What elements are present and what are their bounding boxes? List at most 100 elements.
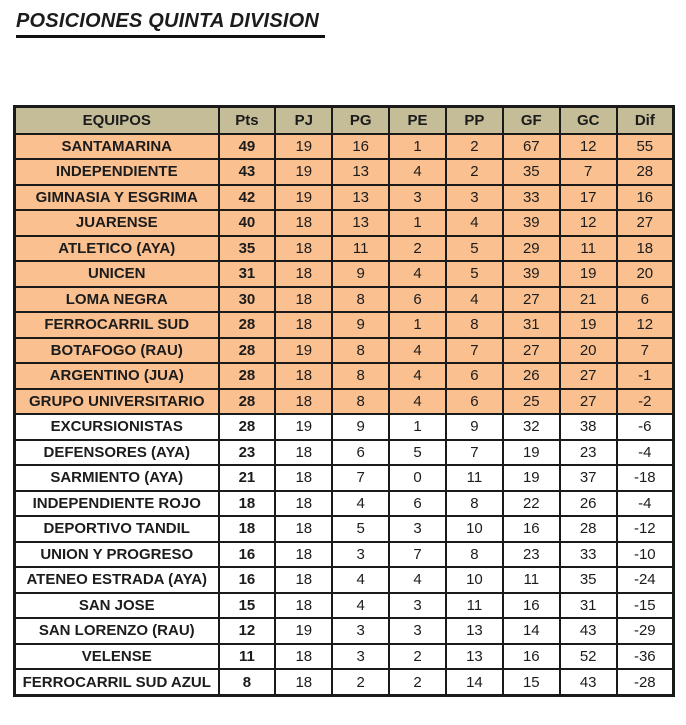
stat-cell: 2 xyxy=(331,668,391,697)
stat-cell: 11 xyxy=(445,591,504,619)
stat-cell: -29 xyxy=(615,617,675,645)
stat-cell: 18 xyxy=(615,234,675,262)
stat-cell: 9 xyxy=(445,413,504,441)
stat-cell: 7 xyxy=(388,540,447,568)
stat-cell: 3 xyxy=(331,642,391,670)
stat-cell: 15 xyxy=(217,591,277,619)
table-row: SARMIENTO (AYA) 21 18 7 0 11 19 37 -18 xyxy=(13,464,675,492)
header-row: EQUIPOS Pts PJ PG PE PP GF GC Dif xyxy=(13,105,675,135)
column-header: PG xyxy=(331,105,391,135)
table-row: INDEPENDIENTE ROJO 18 18 4 6 8 22 26 -4 xyxy=(13,489,675,517)
stat-cell: 19 xyxy=(558,311,618,339)
stat-cell: 27 xyxy=(615,209,675,237)
stat-cell: 25 xyxy=(501,387,561,415)
team-name-cell: BOTAFOGO (RAU) xyxy=(13,336,220,364)
table-row: DEFENSORES (AYA) 23 18 6 5 7 19 23 -4 xyxy=(13,438,675,466)
stat-cell: 3 xyxy=(331,540,391,568)
stat-cell: 10 xyxy=(445,566,504,594)
team-name-cell: VELENSE xyxy=(13,642,220,670)
stat-cell: 18 xyxy=(274,311,334,339)
team-name-cell: INDEPENDIENTE ROJO xyxy=(13,489,220,517)
column-header: GF xyxy=(501,105,561,135)
table-row: EXCURSIONISTAS 28 19 9 1 9 32 38 -6 xyxy=(13,413,675,441)
team-name-cell: GRUPO UNIVERSITARIO xyxy=(13,387,220,415)
stat-cell: 4 xyxy=(388,336,447,364)
stat-cell: 11 xyxy=(558,234,618,262)
table-row: UNICEN 31 18 9 4 5 39 19 20 xyxy=(13,260,675,288)
standings-header: EQUIPOS Pts PJ PG PE PP GF GC Dif xyxy=(13,105,675,135)
stat-cell: -24 xyxy=(615,566,675,594)
team-name-cell: SAN JOSE xyxy=(13,591,220,619)
stat-cell: 6 xyxy=(445,387,504,415)
table-row: SAN LORENZO (RAU) 12 19 3 3 13 14 43 -29 xyxy=(13,617,675,645)
stat-cell: 7 xyxy=(445,438,504,466)
stat-cell: 52 xyxy=(558,642,618,670)
stat-cell: 10 xyxy=(445,515,504,543)
stat-cell: 12 xyxy=(217,617,277,645)
team-name-cell: UNION Y PROGRESO xyxy=(13,540,220,568)
stat-cell: 28 xyxy=(217,387,277,415)
stat-cell: 17 xyxy=(558,183,618,211)
stat-cell: 6 xyxy=(388,489,447,517)
stat-cell: 5 xyxy=(331,515,391,543)
table-row: FERROCARRIL SUD AZUL 8 18 2 2 14 15 43 -28 xyxy=(13,668,675,697)
stat-cell: 4 xyxy=(331,489,391,517)
stat-cell: 19 xyxy=(274,183,334,211)
stat-cell: 1 xyxy=(388,132,447,160)
stat-cell: 55 xyxy=(615,132,675,160)
stat-cell: 18 xyxy=(274,362,334,390)
stat-cell: 0 xyxy=(388,464,447,492)
stat-cell: 33 xyxy=(558,540,618,568)
stat-cell: 5 xyxy=(445,234,504,262)
table-row: FERROCARRIL SUD 28 18 9 1 8 31 19 12 xyxy=(13,311,675,339)
stat-cell: 7 xyxy=(331,464,391,492)
stat-cell: 49 xyxy=(217,132,277,160)
team-name-cell: FERROCARRIL SUD AZUL xyxy=(13,668,220,697)
stat-cell: 8 xyxy=(331,285,391,313)
stat-cell: 12 xyxy=(558,209,618,237)
team-name-cell: SAN LORENZO (RAU) xyxy=(13,617,220,645)
stat-cell: 13 xyxy=(445,617,504,645)
stat-cell: 28 xyxy=(615,158,675,186)
stat-cell: 3 xyxy=(388,591,447,619)
stat-cell: 7 xyxy=(445,336,504,364)
stat-cell: -12 xyxy=(615,515,675,543)
stat-cell: 31 xyxy=(217,260,277,288)
table-row: UNION Y PROGRESO 16 18 3 7 8 23 33 -10 xyxy=(13,540,675,568)
stat-cell: 21 xyxy=(217,464,277,492)
stat-cell: 3 xyxy=(445,183,504,211)
stat-cell: 6 xyxy=(388,285,447,313)
stat-cell: 4 xyxy=(388,566,447,594)
stat-cell: 19 xyxy=(558,260,618,288)
stat-cell: 5 xyxy=(445,260,504,288)
stat-cell: 18 xyxy=(274,668,334,697)
stat-cell: 4 xyxy=(445,209,504,237)
stat-cell: 35 xyxy=(501,158,561,186)
stat-cell: 12 xyxy=(558,132,618,160)
stat-cell: 26 xyxy=(501,362,561,390)
stat-cell: 3 xyxy=(388,515,447,543)
stat-cell: 12 xyxy=(615,311,675,339)
stat-cell: 4 xyxy=(388,260,447,288)
stat-cell: 18 xyxy=(217,515,277,543)
stat-cell: 4 xyxy=(388,387,447,415)
stat-cell: 43 xyxy=(217,158,277,186)
team-name-cell: ATLETICO (AYA) xyxy=(13,234,220,262)
stat-cell: 20 xyxy=(615,260,675,288)
stat-cell: 11 xyxy=(331,234,391,262)
stat-cell: 23 xyxy=(501,540,561,568)
stat-cell: 18 xyxy=(274,540,334,568)
stat-cell: 19 xyxy=(501,438,561,466)
team-name-cell: ATENEO ESTRADA (AYA) xyxy=(13,566,220,594)
stat-cell: 18 xyxy=(274,566,334,594)
team-name-cell: ARGENTINO (JUA) xyxy=(13,362,220,390)
stat-cell: 18 xyxy=(217,489,277,517)
stat-cell: 18 xyxy=(274,387,334,415)
team-name-cell: SANTAMARINA xyxy=(13,132,220,160)
stat-cell: 2 xyxy=(445,132,504,160)
stat-cell: 37 xyxy=(558,464,618,492)
table-row: SAN JOSE 15 18 4 3 11 16 31 -15 xyxy=(13,591,675,619)
stat-cell: 28 xyxy=(217,311,277,339)
stat-cell: 20 xyxy=(558,336,618,364)
team-name-cell: FERROCARRIL SUD xyxy=(13,311,220,339)
